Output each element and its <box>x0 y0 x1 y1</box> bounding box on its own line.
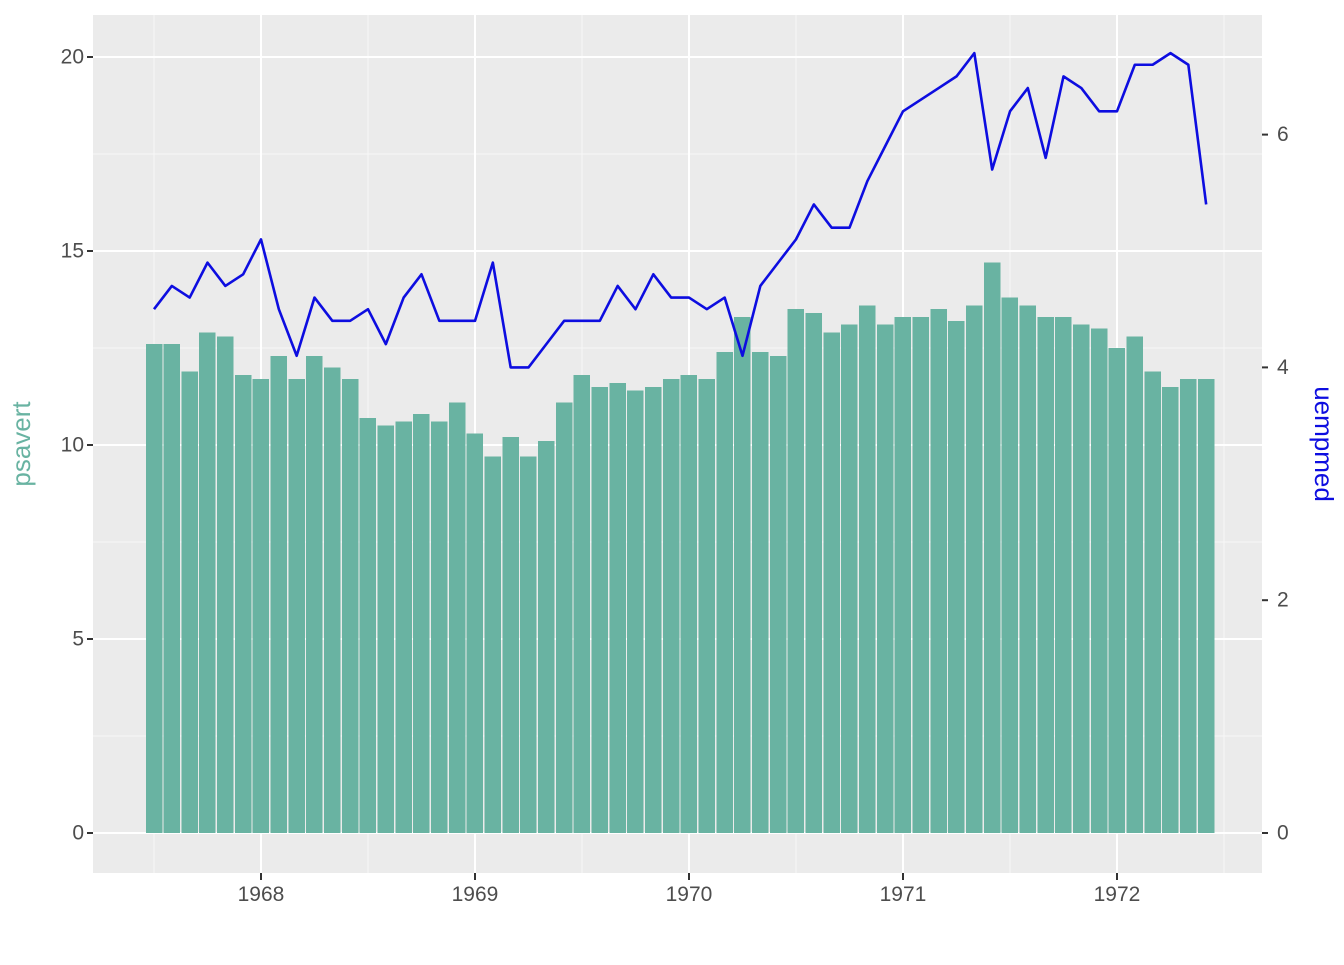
psavert-bar <box>698 379 716 833</box>
psavert-bar <box>734 316 751 834</box>
right-axis-tick-label: 6 <box>1277 123 1289 146</box>
psavert-bar <box>1180 379 1197 833</box>
psavert-bar <box>591 386 609 833</box>
psavert-bar <box>502 437 519 833</box>
psavert-bar <box>894 316 912 834</box>
psavert-bar <box>1055 316 1072 834</box>
psavert-bar <box>538 441 555 833</box>
psavert-bar <box>680 375 698 833</box>
psavert-bar <box>1108 348 1126 833</box>
psavert-bar <box>912 316 930 834</box>
psavert-bar <box>948 320 965 834</box>
psavert-bar <box>1144 371 1161 833</box>
right-axis-tick-label: 2 <box>1277 589 1289 612</box>
psavert-bar <box>163 344 181 833</box>
psavert-bar <box>466 433 484 833</box>
psavert-bar <box>1090 328 1108 833</box>
psavert-bar <box>520 456 537 833</box>
uempmed-line <box>152 51 1208 369</box>
axes: 0 5 10 15 20 0 2 4 6 1968 1969 1970 1971 1972 <box>61 46 1289 907</box>
psavert-bar <box>859 305 876 833</box>
psavert-bar <box>359 417 377 833</box>
x-axis-tick-label: 1971 <box>880 883 927 906</box>
psavert-bar <box>1162 386 1179 833</box>
psavert-bar <box>645 386 662 833</box>
psavert-bar <box>787 309 805 833</box>
right-axis-tick-label: 0 <box>1277 822 1289 845</box>
psavert-bar <box>377 425 395 833</box>
psavert-bar <box>983 262 1001 833</box>
psavert-bar <box>876 324 894 833</box>
psavert-bar <box>769 355 787 833</box>
psavert-bar <box>270 355 288 833</box>
psavert-bar <box>555 402 573 833</box>
psavert-bar <box>805 313 823 834</box>
psavert-bars <box>145 262 1215 834</box>
x-axis-tick-label: 1972 <box>1094 883 1141 906</box>
psavert-bar <box>1126 336 1144 833</box>
psavert-bar <box>1001 297 1019 833</box>
psavert-bar <box>966 305 983 833</box>
psavert-bar <box>930 309 947 833</box>
psavert-bar <box>431 421 448 833</box>
psavert-bar <box>716 351 733 833</box>
psavert-bar <box>324 367 341 833</box>
left-axis-tick-label: 15 <box>61 240 84 263</box>
right-axis-title: uempmed <box>1309 386 1339 502</box>
left-axis-tick-label: 20 <box>61 46 84 69</box>
psavert-bar <box>199 332 216 833</box>
psavert-bar <box>1197 379 1215 833</box>
left-axis-tick-label: 10 <box>61 434 84 457</box>
psavert-bar <box>448 402 466 833</box>
psavert-bar <box>573 375 591 833</box>
psavert-bar <box>627 390 644 833</box>
x-axis-tick-label: 1969 <box>452 883 499 906</box>
psavert-bar <box>395 421 412 833</box>
uempmed-line-layer <box>152 51 1208 369</box>
psavert-bar <box>341 379 359 833</box>
psavert-bar <box>252 379 270 833</box>
psavert-bar <box>145 344 163 833</box>
psavert-bar <box>484 456 502 833</box>
psavert-bar <box>662 379 680 833</box>
x-axis-tick-label: 1968 <box>238 883 285 906</box>
left-axis-tick-label: 5 <box>72 628 84 651</box>
x-axis-tick-label: 1970 <box>666 883 713 906</box>
left-axis-tick-label: 0 <box>72 822 84 845</box>
psavert-bar <box>1073 324 1090 833</box>
psavert-bar <box>217 336 234 833</box>
psavert-bar <box>413 413 430 833</box>
psavert-bar <box>1037 316 1054 834</box>
psavert-bar <box>288 379 305 833</box>
psavert-bar <box>841 324 858 833</box>
psavert-bar <box>609 382 626 833</box>
right-axis-tick-label: 4 <box>1277 356 1289 379</box>
left-axis-title: psavert <box>6 401 36 487</box>
psavert-bar <box>752 351 769 833</box>
psavert-bar <box>234 375 252 833</box>
psavert-bar <box>1019 305 1037 833</box>
psavert-bar <box>181 371 198 833</box>
psavert-bar <box>823 332 840 833</box>
psavert-bar <box>306 355 323 833</box>
